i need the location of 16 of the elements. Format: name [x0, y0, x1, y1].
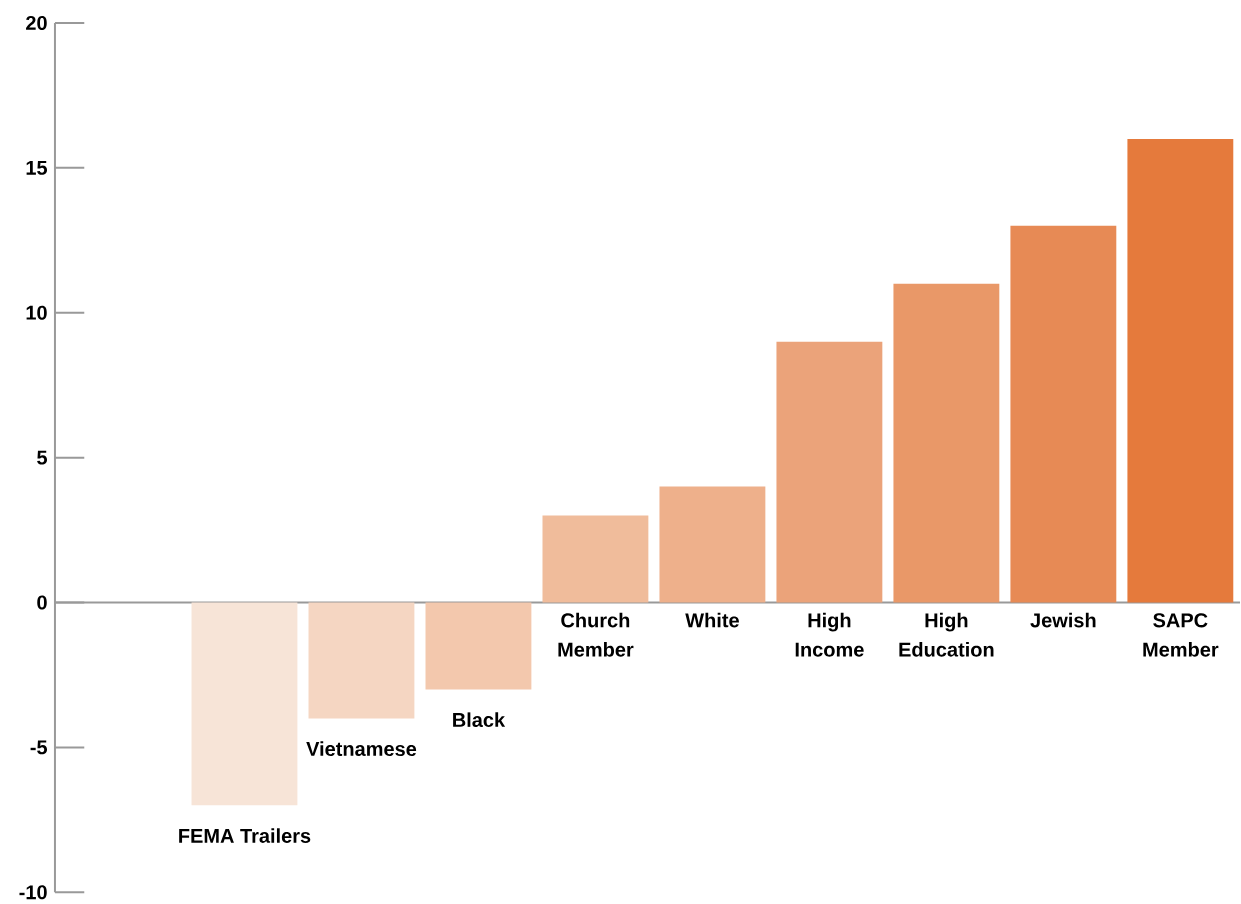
x-tick-label: White [685, 612, 739, 628]
x-tick-label: Black [453, 712, 506, 728]
x-tick-label: FEMA Trailers [179, 828, 311, 844]
x-tick-label: High Income [795, 612, 864, 657]
y-tick-label: 15 [26, 160, 48, 175]
x-tick-label: Vietnamese [306, 741, 417, 757]
x-tick-label: Jewish [1030, 612, 1096, 628]
y-tick-label: 10 [26, 305, 47, 320]
y-tick-label: 5 [37, 450, 48, 465]
x-tick-label: SAPC Member [1143, 613, 1219, 657]
x-tick-label: Church Member [558, 612, 634, 657]
x-tick-label: High Education [899, 612, 994, 657]
y-tick-label: 20 [26, 15, 47, 31]
y-tick-label: -10 [19, 885, 47, 900]
y-tick-label: 0 [37, 595, 47, 610]
y-tick-label: -5 [30, 740, 48, 755]
